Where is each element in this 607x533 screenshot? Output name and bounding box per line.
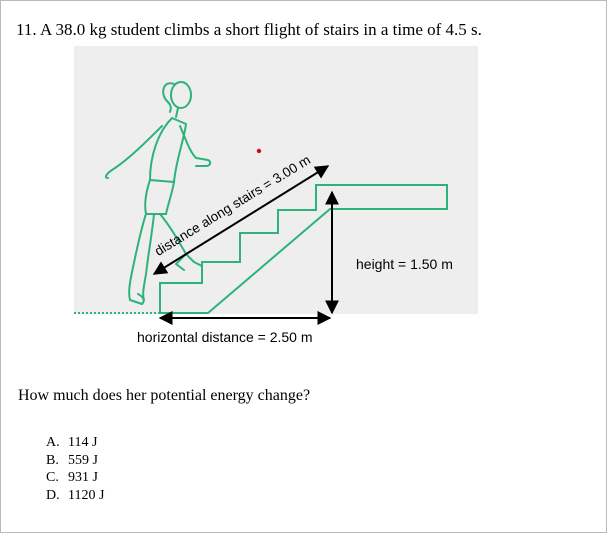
choice-d[interactable]: D. 1120 J (46, 487, 104, 505)
answer-choices: A. 114 J B. 559 J C. 931 J D. 1120 J (46, 434, 104, 504)
choice-text: 114 J (68, 435, 98, 450)
choice-a[interactable]: A. 114 J (46, 434, 104, 452)
choice-letter: D. (46, 487, 60, 503)
choice-b[interactable]: B. 559 J (46, 452, 104, 470)
question-number: 11. (16, 20, 37, 39)
height-label: height = 1.50 m (356, 256, 453, 272)
diagonal-distance-arrow (152, 165, 330, 275)
question-text: A 38.0 kg student climbs a short flight … (39, 20, 482, 39)
question-prompt: How much does her potential energy chang… (18, 387, 311, 404)
choice-c[interactable]: C. 931 J (46, 469, 104, 487)
choice-letter: A. (46, 435, 60, 450)
choice-letter: C. (46, 470, 59, 485)
choice-text: 1120 J (68, 487, 105, 503)
choice-text: 931 J (68, 470, 98, 485)
center-of-mass-dot (256, 148, 262, 154)
question-title: 11. A 38.0 kg student climbs a short fli… (16, 20, 482, 40)
staircase (159, 184, 448, 314)
choice-text: 559 J (68, 452, 98, 468)
horizontal-distance-label: horizontal distance = 2.50 m (137, 329, 313, 345)
choice-letter: B. (46, 452, 59, 468)
